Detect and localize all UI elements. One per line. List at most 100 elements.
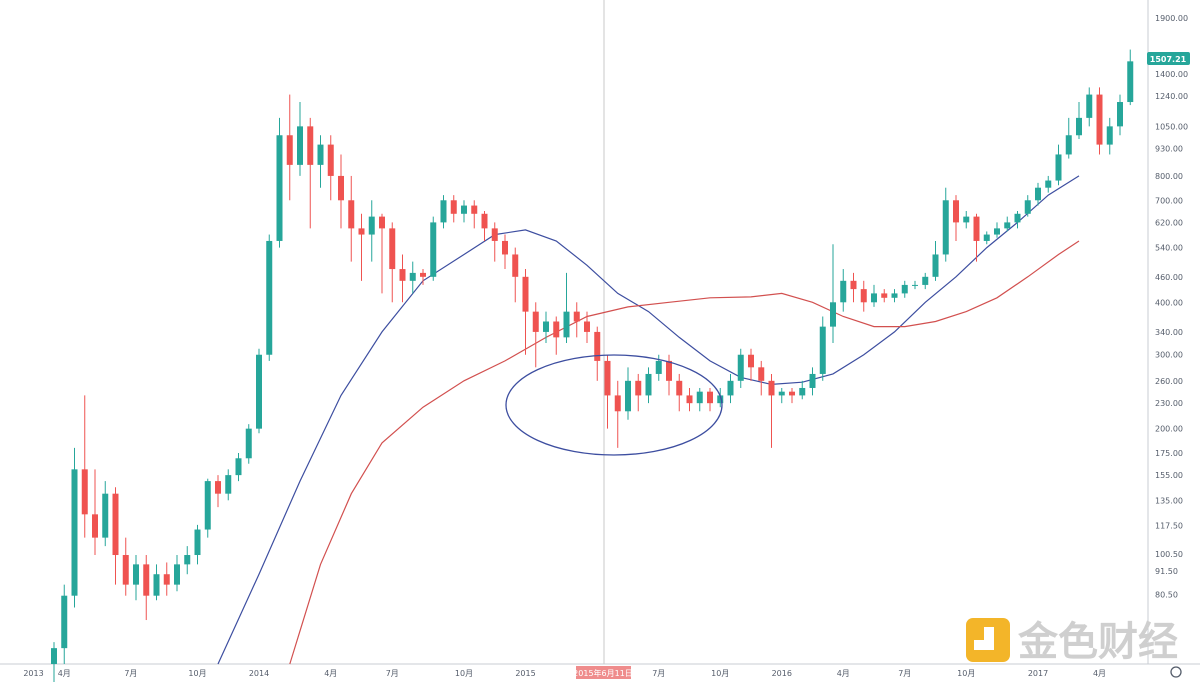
- candle-body: [1014, 213, 1021, 223]
- candle-body: [471, 205, 478, 214]
- candle: [573, 302, 580, 338]
- candle-body: [963, 216, 970, 223]
- candle-body: [450, 200, 457, 214]
- watermark-text: 金色财经: [1017, 619, 1178, 665]
- candle-body: [748, 354, 754, 368]
- candle: [1106, 117, 1113, 155]
- candle-body: [942, 200, 949, 255]
- candle: [81, 395, 88, 538]
- candle: [153, 564, 160, 601]
- candle-body: [778, 391, 785, 396]
- price-tick-label: 80.50: [1155, 591, 1178, 600]
- price-tick-label: 260.00: [1155, 377, 1183, 386]
- candle-body: [686, 395, 693, 404]
- candle-body: [194, 529, 201, 556]
- time-tick-label: 10月: [957, 669, 975, 678]
- candle: [133, 555, 139, 601]
- time-tick-label: 10月: [711, 669, 729, 678]
- price-tick-label: 300.00: [1155, 351, 1183, 360]
- candle: [1096, 87, 1103, 155]
- candle: [584, 311, 590, 343]
- candle-body: [348, 200, 355, 229]
- candle: [881, 289, 888, 303]
- candle: [1065, 117, 1072, 159]
- crosshair-date-text: 2015年6月11日: [573, 668, 633, 678]
- time-tick-label: 7月: [898, 669, 911, 678]
- candle-body: [307, 126, 314, 165]
- candle: [1055, 144, 1062, 186]
- moving-average-line-2: [289, 240, 1080, 665]
- candle: [922, 272, 929, 290]
- candle-body: [604, 360, 611, 396]
- moving-average-line-1: [217, 175, 1080, 665]
- time-tick-label: 10月: [455, 669, 473, 678]
- candle: [297, 102, 303, 176]
- candle-body: [143, 564, 150, 596]
- candle-body: [1065, 135, 1072, 155]
- candle: [122, 537, 129, 596]
- candle: [696, 387, 703, 412]
- candle-body: [409, 272, 416, 281]
- candle-body: [368, 216, 375, 235]
- candle: [891, 289, 898, 303]
- price-tick-label: 460.00: [1155, 273, 1183, 282]
- candle: [1004, 216, 1011, 232]
- candle: [481, 211, 488, 241]
- candle: [502, 234, 508, 270]
- candle-body: [901, 284, 908, 294]
- price-tick-label: 1900.00: [1155, 14, 1188, 23]
- candle: [819, 316, 826, 381]
- candle: [522, 269, 529, 355]
- price-tick-label: 1050.00: [1155, 122, 1188, 131]
- candle-body: [163, 574, 170, 585]
- candle: [235, 452, 242, 482]
- candle: [389, 222, 396, 303]
- time-axis: 2013 4月 7月 10月 2014 4月 7月 10月 2015 4月 7月 10月 2016 4月 7…: [23, 669, 1106, 678]
- candle-body: [871, 293, 877, 303]
- candle-body: [522, 276, 529, 312]
- time-tick-label: 7月: [124, 669, 137, 678]
- candle: [860, 280, 867, 312]
- price-tick-label: 620.00: [1155, 218, 1183, 227]
- candle: [1035, 182, 1041, 206]
- price-tick-label: 700.00: [1155, 196, 1183, 205]
- candle: [92, 469, 98, 556]
- candle: [256, 348, 262, 434]
- candle: [102, 481, 109, 547]
- candle: [809, 367, 816, 396]
- candle-body: [953, 200, 959, 223]
- candle: [51, 642, 57, 682]
- time-tick-label: 2016: [772, 669, 792, 678]
- candle-body: [881, 293, 888, 298]
- candle-body: [922, 276, 929, 285]
- candle: [686, 387, 693, 412]
- candle: [645, 367, 652, 404]
- candle-body: [399, 269, 406, 281]
- candle: [174, 555, 180, 592]
- candle: [799, 380, 806, 400]
- candle-body: [614, 395, 621, 412]
- candle-body: [112, 493, 119, 556]
- candle-body: [153, 574, 160, 596]
- time-tick-label: 4月: [1093, 669, 1106, 678]
- candle-body: [850, 280, 857, 290]
- candle-body: [1045, 180, 1052, 188]
- candle: [532, 302, 539, 368]
- candle: [737, 348, 744, 388]
- candle-body: [245, 428, 252, 459]
- candle: [338, 154, 344, 229]
- candle-body: [860, 289, 867, 303]
- candle-body: [81, 469, 88, 515]
- candle: [327, 135, 334, 201]
- candle-body: [276, 135, 283, 241]
- price-axis-settings-icon[interactable]: [1170, 666, 1182, 678]
- candle: [563, 272, 570, 343]
- candle-body: [481, 213, 488, 229]
- candle-body: [707, 391, 713, 404]
- price-tick-label: 340.00: [1155, 328, 1183, 337]
- candle: [614, 380, 621, 448]
- candle-body: [204, 481, 211, 530]
- candle-body: [235, 458, 242, 476]
- last-price-tag: 1507.21: [1147, 52, 1190, 65]
